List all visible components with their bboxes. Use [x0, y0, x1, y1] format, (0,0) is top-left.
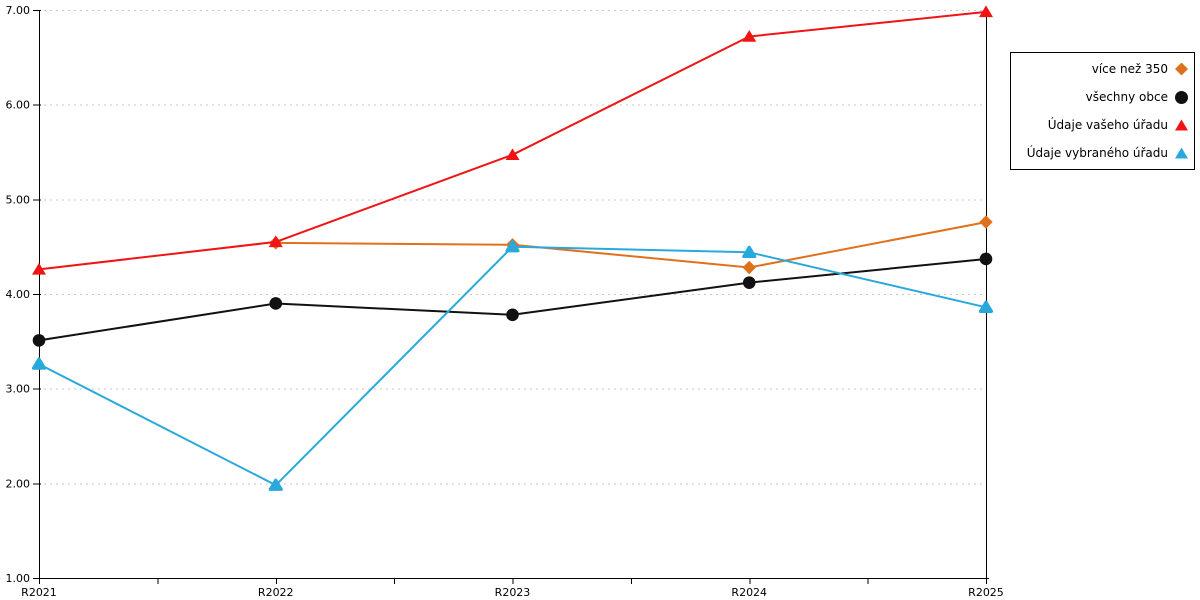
- data-point-circle-icon: [269, 297, 283, 310]
- series-line-2: [38, 10, 987, 271]
- data-point-triangle-icon: [979, 5, 993, 18]
- data-point-triangle-icon: [268, 235, 283, 248]
- data-point-triangle-icon: [742, 30, 757, 42]
- data-point-diamond-icon: [979, 215, 993, 229]
- y-tick-label: 1.00: [6, 572, 31, 585]
- x-tick-label: R2022: [258, 586, 294, 599]
- legend-item-vsechny-obce: všechny obce: [1015, 83, 1188, 111]
- data-point-circle-icon: [979, 252, 993, 266]
- y-tick-label: 4.00: [6, 288, 31, 301]
- legend-label: Údaje vybraného úřadu: [1026, 146, 1168, 160]
- data-point-circle-icon: [32, 334, 46, 347]
- legend-item-vice-nez-350: více než 350: [1015, 55, 1188, 83]
- diamond-icon: [1175, 62, 1188, 76]
- y-tick-label: 3.00: [6, 383, 31, 396]
- data-point-circle-icon: [742, 276, 756, 289]
- data-point-triangle-icon: [505, 148, 520, 161]
- triangle-icon: [1175, 147, 1188, 159]
- data-point-triangle-icon: [505, 239, 520, 253]
- series-line-3: [38, 245, 987, 487]
- x-tick-label: R2023: [495, 586, 531, 599]
- legend-label: více než 350: [1091, 62, 1168, 76]
- legend-item-udaje-vybraneho-uradu: Údaje vybraného úřadu: [1015, 139, 1188, 167]
- data-point-triangle-icon: [268, 478, 283, 491]
- legend-item-udaje-vaseho-uradu: Údaje vašeho úřadu: [1015, 111, 1188, 139]
- y-tick-label: 5.00: [6, 193, 31, 206]
- x-tick-label: R2024: [731, 586, 767, 599]
- y-tick-label: 6.00: [6, 99, 31, 112]
- data-point-triangle-icon: [742, 245, 757, 259]
- legend-label: Údaje vašeho úřadu: [1047, 118, 1168, 132]
- data-point-triangle-icon: [32, 262, 46, 275]
- y-tick-label: 2.00: [6, 477, 31, 490]
- x-tick-label: R2021: [21, 586, 57, 599]
- legend: více než 350 všechny obce Údaje vašeho ú…: [1010, 52, 1195, 170]
- series-line-0: [274, 221, 987, 269]
- legend-label: všechny obce: [1085, 90, 1168, 104]
- x-tick-label: R2025: [968, 586, 1004, 599]
- circle-icon: [1175, 90, 1188, 104]
- series-line-1: [38, 258, 987, 342]
- triangle-icon: [1175, 119, 1188, 131]
- data-point-circle-icon: [506, 308, 519, 322]
- data-point-diamond-icon: [742, 260, 756, 275]
- data-point-triangle-icon: [31, 357, 47, 370]
- y-tick-label: 7.00: [6, 4, 31, 17]
- data-point-triangle-icon: [978, 300, 994, 313]
